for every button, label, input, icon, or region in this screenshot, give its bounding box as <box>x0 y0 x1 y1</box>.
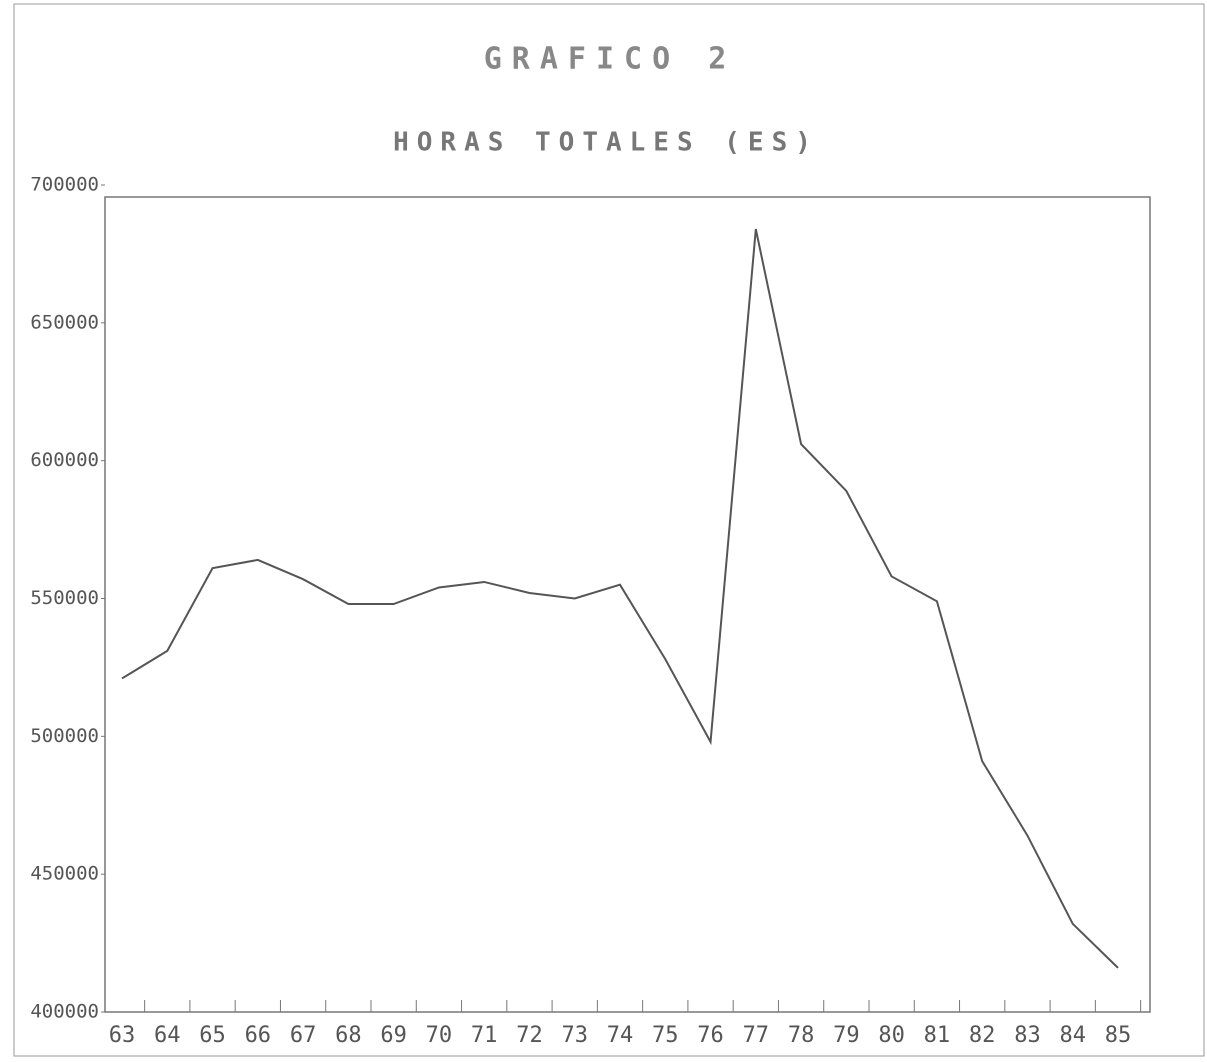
chart-subtitle: HORAS TOTALES (ES) <box>393 128 819 158</box>
x-tick-label: 83 <box>1014 1023 1041 1048</box>
y-tick-label: 450000 <box>30 863 99 885</box>
data-line <box>121 228 1119 969</box>
x-tick-label: 69 <box>380 1023 407 1048</box>
y-tick-label: 500000 <box>30 725 99 747</box>
y-tick-label: 650000 <box>30 311 99 333</box>
x-tick-label: 64 <box>154 1023 181 1048</box>
x-tick-label: 79 <box>833 1023 860 1048</box>
x-tick-label: 71 <box>471 1023 498 1048</box>
page-frame <box>13 3 1205 1057</box>
x-tick-label: 66 <box>245 1023 272 1048</box>
x-tick-label: 84 <box>1059 1023 1086 1048</box>
x-tick-label: 72 <box>516 1023 543 1048</box>
x-tick-label: 85 <box>1105 1023 1132 1048</box>
x-tick-label: 67 <box>290 1023 317 1048</box>
x-tick-label: 74 <box>607 1023 634 1048</box>
y-tick-label: 700000 <box>30 174 99 196</box>
plot-frame <box>104 196 1151 1013</box>
x-tick-label: 82 <box>969 1023 996 1048</box>
x-tick-label: 73 <box>561 1023 588 1048</box>
x-tick-label: 80 <box>878 1023 905 1048</box>
x-tick-label: 68 <box>335 1023 362 1048</box>
y-tick-label: 400000 <box>30 1001 99 1023</box>
x-tick-label: 70 <box>426 1023 453 1048</box>
x-tick-label: 63 <box>109 1023 136 1048</box>
chart-title: GRAFICO 2 <box>484 42 737 77</box>
x-tick-label: 77 <box>743 1023 770 1048</box>
x-tick-label: 76 <box>697 1023 724 1048</box>
y-tick-label: 550000 <box>30 587 99 609</box>
x-tick-label: 78 <box>788 1023 815 1048</box>
x-tick-label: 65 <box>199 1023 226 1048</box>
x-tick-label: 75 <box>652 1023 679 1048</box>
x-tick-label: 81 <box>924 1023 951 1048</box>
y-tick-label: 600000 <box>30 449 99 471</box>
